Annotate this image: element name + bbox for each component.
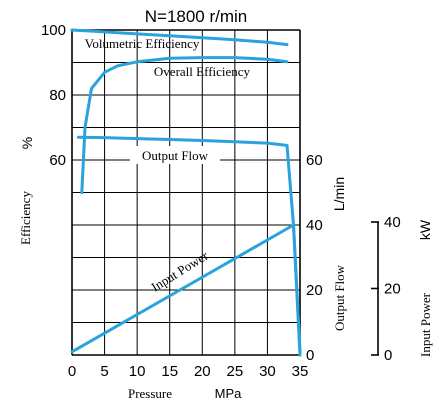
efficiency-tick-label: 80	[49, 87, 66, 104]
x-tick-label: 20	[194, 363, 211, 380]
output-flow-label-bg	[130, 146, 220, 164]
grid	[72, 30, 300, 355]
x-tick-label: 35	[292, 363, 309, 380]
overall-efficiency-curve	[80, 56, 289, 194]
volumetric-efficiency-label: Volumetric Efficiency	[85, 36, 200, 51]
flow-tick-label: 40	[306, 217, 323, 234]
axes	[71, 29, 379, 356]
x-tick-label: 30	[259, 363, 276, 380]
chart-title: N=1800 r/min	[145, 7, 248, 26]
x-tick-label: 0	[68, 363, 76, 380]
efficiency-axis-label: Efficiency	[18, 191, 33, 245]
power-tick-label: 0	[384, 347, 392, 364]
x-tick-label: 15	[161, 363, 178, 380]
x-tick-label: 25	[227, 363, 244, 380]
x-axis-label: Pressure	[128, 386, 172, 401]
tick-labels: 0 5 10 15 20 25 30 35 60 80 100 0 20 40 60 0 20 40	[41, 22, 401, 380]
efficiency-tick-label: 60	[49, 152, 66, 169]
efficiency-tick-label: 100	[41, 22, 66, 39]
flow-tick-label: 0	[306, 347, 314, 364]
input-power-curve	[70, 223, 302, 354]
output-flow-label: Output Flow	[142, 148, 209, 163]
power-tick-label: 40	[384, 214, 401, 231]
flow-tick-label: 20	[306, 282, 323, 299]
x-axis-unit: MPa	[215, 386, 243, 401]
power-tick-label: 20	[384, 281, 401, 298]
output-flow-curve	[77, 135, 302, 357]
power-unit: kW	[417, 219, 433, 240]
flow-unit: L/min	[331, 177, 347, 211]
x-tick-label: 5	[100, 363, 108, 380]
curves	[70, 28, 302, 357]
x-tick-label: 10	[129, 363, 146, 380]
volumetric-efficiency-curve	[70, 28, 289, 47]
flow-tick-label: 60	[306, 152, 323, 169]
power-axis-label: Input Power	[418, 292, 433, 357]
efficiency-unit: %	[19, 137, 35, 149]
overall-efficiency-label: Overall Efficiency	[154, 64, 251, 79]
flow-axis-label: Output Flow	[332, 264, 347, 331]
